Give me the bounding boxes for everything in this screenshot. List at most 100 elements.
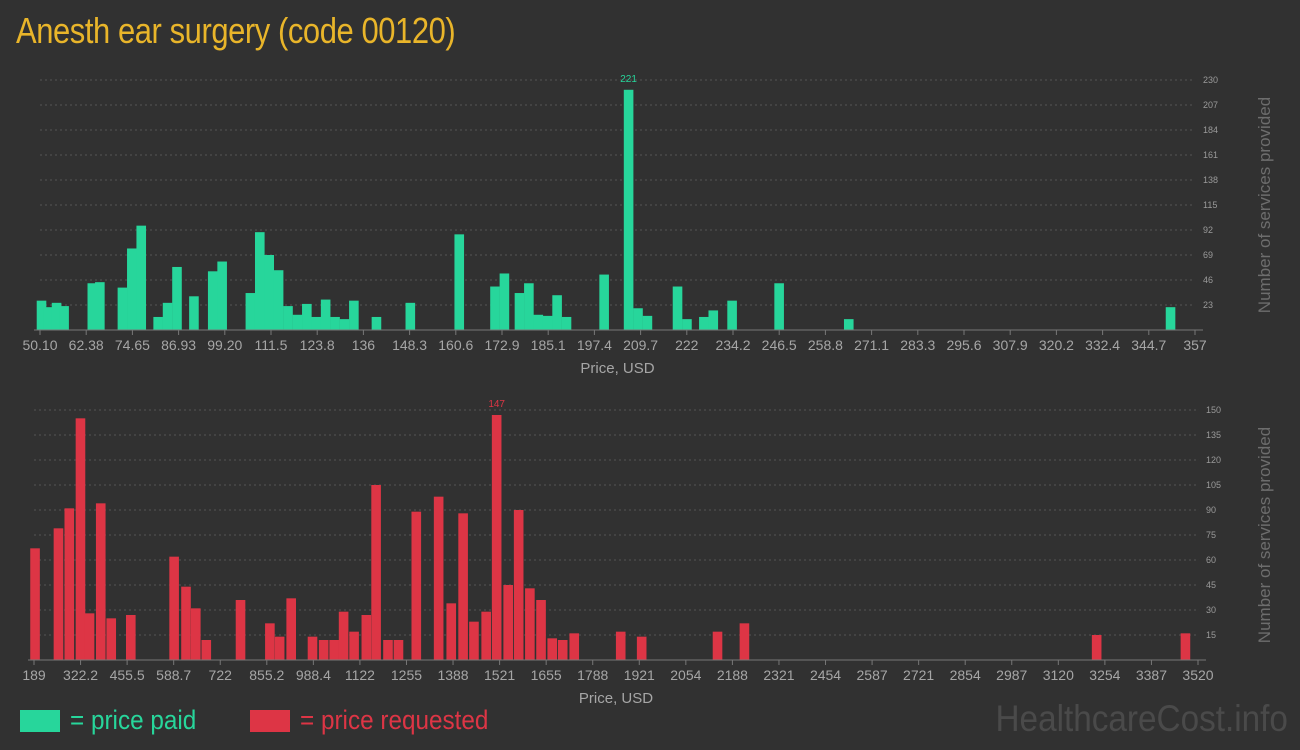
paid-bar (1165, 307, 1176, 330)
requested-bar (525, 588, 535, 660)
requested-bar (181, 586, 191, 660)
requested-bar (338, 611, 349, 660)
paid-bar (189, 296, 199, 330)
requested-y-tick-label: 30 (1206, 605, 1216, 615)
requested-bar (265, 623, 275, 660)
requested-x-tick-label: 2321 (763, 667, 794, 683)
paid-bar (371, 316, 382, 330)
requested-bar (469, 621, 479, 660)
paid-x-tick-label: 320.2 (1039, 337, 1074, 353)
paid-x-tick-label: 185.1 (531, 337, 566, 353)
requested-x-tick-label: 3254 (1089, 667, 1120, 683)
requested-bar (106, 618, 117, 660)
paid-x-tick-label: 332.4 (1085, 337, 1120, 353)
requested-x-tick-label: 1788 (577, 667, 608, 683)
requested-bar (615, 631, 626, 660)
paid-x-tick-label: 148.3 (392, 337, 427, 353)
paid-bar (727, 300, 737, 330)
paid-bar (302, 303, 312, 330)
requested-y-tick-label: 120 (1206, 455, 1221, 465)
paid-x-tick-label: 234.2 (715, 337, 750, 353)
paid-x-tick-label: 99.20 (207, 337, 242, 353)
requested-bar (95, 503, 106, 660)
paid-bar (561, 316, 572, 330)
paid-bar (514, 293, 525, 330)
requested-peak-label: 147 (488, 399, 505, 410)
paid-x-tick-label: 209.7 (623, 337, 658, 353)
paid-x-tick-label: 123.8 (300, 337, 335, 353)
requested-x-tick-label: 1122 (345, 667, 375, 683)
requested-x-tick-label: 588.7 (156, 667, 191, 683)
paid-y-tick-label: 115 (1203, 200, 1217, 210)
paid-bar (599, 274, 609, 330)
paid-bar (311, 316, 322, 330)
requested-bar (569, 633, 580, 660)
paid-x-tick-label: 197.4 (577, 337, 612, 353)
paid-bar (254, 232, 265, 330)
requested-bar (393, 640, 404, 660)
paid-y-tick-label: 230 (1203, 75, 1218, 85)
requested-y-tick-label: 105 (1206, 480, 1221, 490)
paid-x-tick-label: 111.5 (255, 337, 288, 353)
requested-x-tick-label: 3520 (1182, 667, 1213, 683)
requested-y-tick-label: 75 (1206, 530, 1216, 540)
requested-x-tick-label: 1921 (624, 667, 655, 683)
paid-y-tick-label: 23 (1203, 300, 1213, 310)
requested-bar (411, 511, 422, 660)
requested-x-tick-label: 3120 (1043, 667, 1074, 683)
paid-y-tick-label: 46 (1203, 275, 1213, 285)
paid-x-axis-title: Price, USD (580, 360, 654, 377)
paid-x-tick-label: 295.6 (946, 337, 981, 353)
paid-bar (264, 255, 274, 330)
requested-bar (286, 598, 296, 660)
paid-bar (405, 302, 416, 330)
requested-x-tick-label: 2454 (810, 667, 841, 683)
paid-bar (51, 302, 62, 330)
requested-x-tick-label: 1521 (484, 667, 515, 683)
paid-bar (349, 300, 359, 330)
requested-y-tick-label: 15 (1206, 630, 1216, 640)
paid-x-tick-label: 258.8 (808, 337, 843, 353)
paid-x-tick-label: 86.93 (161, 337, 196, 353)
paid-bar (320, 299, 331, 330)
paid-bar (454, 234, 465, 330)
paid-bar (633, 308, 643, 330)
paid-bar (552, 295, 562, 330)
paid-bar (162, 302, 173, 330)
requested-x-axis-title: Price, USD (579, 690, 653, 707)
watermark: HealthcareCost.info (995, 698, 1288, 739)
paid-bar (217, 261, 227, 330)
requested-x-tick-label: 189 (22, 667, 46, 683)
requested-y-tick-label: 60 (1206, 555, 1216, 565)
paid-peak-label: 221 (620, 74, 637, 85)
requested-bar (712, 631, 723, 660)
paid-y-tick-label: 184 (1203, 125, 1218, 135)
requested-x-tick-label: 1255 (391, 667, 422, 683)
paid-bar (642, 315, 653, 330)
paid-bar (87, 283, 98, 330)
requested-bar (536, 600, 546, 660)
paid-x-tick-label: 50.10 (22, 337, 57, 353)
requested-y-axis-title: Number of services provided (1255, 427, 1274, 643)
requested-bar (329, 640, 339, 660)
requested-x-tick-label: 855.2 (249, 667, 284, 683)
requested-bar (201, 640, 212, 660)
paid-bar (499, 273, 510, 330)
requested-bar (1180, 633, 1191, 660)
paid-x-tick-label: 357 (1183, 337, 1207, 353)
paid-bar (207, 271, 218, 330)
paid-bar (682, 319, 692, 330)
paid-x-tick-label: 136 (352, 337, 376, 353)
paid-bar (774, 283, 784, 330)
paid-y-tick-label: 207 (1203, 100, 1218, 110)
requested-x-tick-label: 2587 (857, 667, 888, 683)
requested-y-tick-label: 135 (1206, 430, 1221, 440)
requested-bar (190, 608, 201, 660)
paid-x-tick-label: 74.65 (115, 337, 150, 353)
requested-bar (361, 615, 372, 660)
requested-bar (481, 611, 491, 660)
paid-x-tick-label: 62.38 (69, 337, 104, 353)
requested-x-tick-label: 455.5 (110, 667, 145, 683)
